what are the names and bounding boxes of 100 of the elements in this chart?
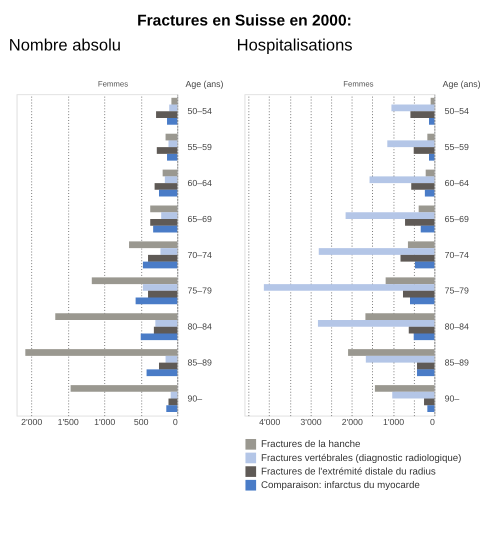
bar xyxy=(142,262,178,268)
bar xyxy=(348,349,434,356)
bar xyxy=(410,111,434,118)
y-tick-label: 55–59 xyxy=(187,142,212,152)
legend-label: Fractures de l'extrémité distale du radius xyxy=(261,466,436,478)
bar xyxy=(161,212,178,219)
y-tick-label: 65–69 xyxy=(444,214,470,224)
bar xyxy=(365,313,434,320)
x-tick-label: 2'000 xyxy=(21,416,42,427)
y-tick-label: 75–79 xyxy=(444,286,470,296)
bar xyxy=(142,284,178,291)
x-tick-label: 500 xyxy=(134,416,149,427)
bar xyxy=(408,326,434,334)
bar xyxy=(414,333,434,340)
bar xyxy=(140,333,178,340)
bar xyxy=(387,140,434,148)
bar xyxy=(427,134,434,140)
x-tick-label: 4'000 xyxy=(259,416,280,427)
bar xyxy=(55,313,178,320)
bar xyxy=(374,385,434,392)
bar xyxy=(150,206,178,212)
x-tick-label: 2'000 xyxy=(342,416,363,427)
bar xyxy=(428,118,434,125)
y-tick-label: 60–64 xyxy=(444,178,470,188)
x-tick-label: 1'000 xyxy=(382,416,404,427)
y-tick-label: 85–89 xyxy=(444,358,470,368)
bar xyxy=(430,98,434,105)
bar xyxy=(154,183,178,190)
bar xyxy=(420,226,434,232)
y-tick-label: 90– xyxy=(187,393,202,404)
x-tick-label: 0 xyxy=(172,416,178,427)
bar xyxy=(366,356,434,363)
bar xyxy=(166,405,178,412)
bar xyxy=(428,154,434,161)
x-tick-label: 3'000 xyxy=(300,416,322,427)
bar xyxy=(168,140,178,148)
bar xyxy=(129,241,178,248)
bar xyxy=(346,212,434,219)
y-tick-label: 80–84 xyxy=(187,322,212,332)
bar xyxy=(264,284,434,291)
bar xyxy=(171,98,178,105)
bar xyxy=(158,362,178,370)
y-tick-label: 50–54 xyxy=(187,106,212,116)
y-tick-label: 75–79 xyxy=(187,286,212,296)
x-axis-title: Femmes xyxy=(343,79,374,88)
bar xyxy=(70,385,178,392)
bar xyxy=(156,111,178,118)
bar xyxy=(136,298,178,304)
bar xyxy=(148,290,178,298)
x-tick-label: 1'000 xyxy=(94,416,116,427)
bar xyxy=(166,356,178,363)
bar xyxy=(417,362,434,370)
bar xyxy=(400,254,434,262)
bar xyxy=(167,118,178,125)
bar xyxy=(408,241,434,248)
bar xyxy=(405,218,434,226)
bar xyxy=(148,254,178,262)
bar xyxy=(414,262,434,268)
bar xyxy=(410,298,434,304)
y-tick-label: 50–54 xyxy=(444,106,470,116)
bar xyxy=(164,176,178,184)
bar xyxy=(155,320,178,327)
legend-label: Comparaison: infarctus du myocarde xyxy=(261,480,420,492)
bar xyxy=(417,369,434,376)
bar xyxy=(424,398,434,406)
bar xyxy=(402,290,434,298)
bar xyxy=(156,147,178,154)
bar xyxy=(166,134,178,140)
bar xyxy=(411,183,434,190)
bar xyxy=(318,248,434,255)
bar xyxy=(170,392,178,399)
bar xyxy=(150,218,178,226)
bar xyxy=(414,147,434,154)
bar xyxy=(168,398,178,406)
y-tick-label: 70–74 xyxy=(444,250,470,260)
bar xyxy=(169,104,178,112)
bar xyxy=(146,369,178,376)
legend-label: Fractures de la hanche xyxy=(261,439,360,450)
bar xyxy=(25,349,178,356)
chart-title: Hospitalisations xyxy=(236,35,353,54)
y-axis-title: Age (ans) xyxy=(442,78,481,89)
x-tick-label: 1'500 xyxy=(58,416,79,427)
bar xyxy=(386,277,434,284)
y-tick-label: 65–69 xyxy=(187,214,212,224)
bar xyxy=(162,170,178,176)
y-axis-title: Age (ans) xyxy=(186,78,224,89)
y-tick-label: 80–84 xyxy=(444,322,470,332)
x-tick-label: 0 xyxy=(430,416,435,427)
bar xyxy=(424,190,434,197)
bar xyxy=(318,320,434,327)
bar xyxy=(426,170,434,176)
bar xyxy=(167,154,178,161)
bar xyxy=(160,248,178,255)
chart-title: Nombre absolu xyxy=(8,35,121,54)
text: Fractures en Suisse en 2000: xyxy=(137,12,352,30)
bar xyxy=(392,392,434,399)
y-tick-label: 90– xyxy=(444,393,460,404)
bar xyxy=(92,277,178,284)
legend-label: Fractures vertébrales (diagnostic radiologique) xyxy=(261,452,462,464)
bar xyxy=(370,176,434,184)
